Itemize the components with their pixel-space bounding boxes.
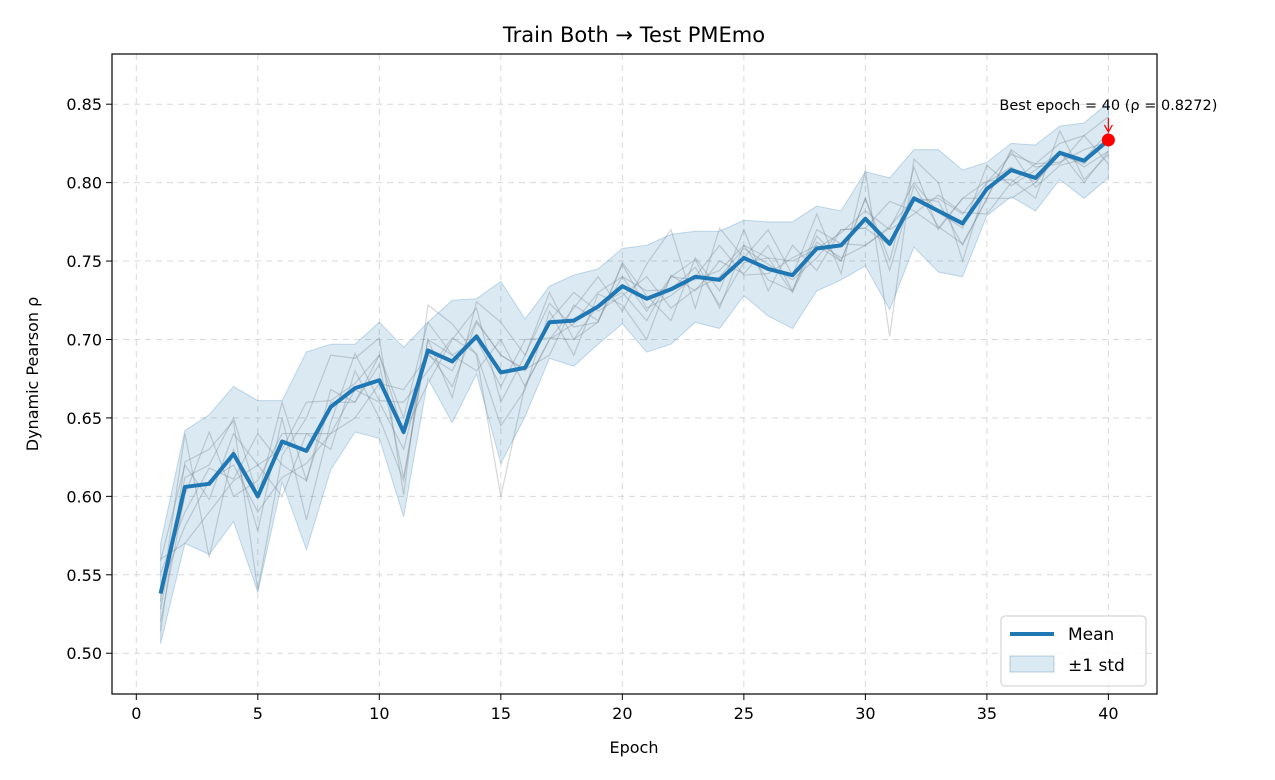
x-tick-label: 30 <box>855 704 875 723</box>
std-band <box>160 101 1109 644</box>
best-epoch-annotation: Best epoch = 40 (ρ = 0.8272) <box>999 98 1217 114</box>
y-tick-label: 0.80 <box>66 174 102 193</box>
x-tick-label: 5 <box>253 704 263 723</box>
x-tick-label: 35 <box>977 704 997 723</box>
legend-std-label: ±1 std <box>1068 656 1125 676</box>
run-line <box>160 150 1109 561</box>
run-line <box>160 116 1109 632</box>
y-axis-ticks: 0.50 0.55 0.60 0.65 0.70 0.75 0.80 0.85 <box>66 95 112 663</box>
x-tick-label: 25 <box>734 704 754 723</box>
y-axis-label: Dynamic Pearson ρ <box>23 297 42 451</box>
mean-line <box>158 138 1110 595</box>
std-band-area <box>160 101 1109 644</box>
x-tick-label: 20 <box>612 704 632 723</box>
y-tick-label: 0.65 <box>66 409 102 428</box>
legend-mean-label: Mean <box>1068 625 1114 645</box>
run-line <box>160 132 1109 602</box>
y-tick-label: 0.60 <box>66 487 102 506</box>
y-tick-label: 0.70 <box>66 330 102 349</box>
x-tick-label: 40 <box>1098 704 1118 723</box>
y-tick-label: 0.75 <box>66 252 102 271</box>
best-epoch-marker <box>1101 133 1115 147</box>
x-axis-ticks: 0 5 10 15 20 25 30 35 40 <box>131 694 1119 723</box>
run-line <box>160 129 1109 574</box>
best-epoch-marker-group: Best epoch = 40 (ρ = 0.8272) <box>999 98 1217 147</box>
annotation-arrow-head <box>1103 124 1113 134</box>
x-axis-label: Epoch <box>610 738 659 757</box>
mean-series <box>158 138 1110 595</box>
x-tick-label: 0 <box>131 704 141 723</box>
y-tick-label: 0.50 <box>66 644 102 663</box>
x-tick-label: 10 <box>369 704 389 723</box>
plot-frame <box>111 53 1158 695</box>
chart-title: Train Both → Test PMEmo <box>502 23 765 47</box>
run-line <box>160 134 1109 610</box>
y-tick-label: 0.85 <box>66 95 102 114</box>
y-tick-label: 0.55 <box>66 566 102 585</box>
run-line <box>160 141 1109 622</box>
legend-std-swatch <box>1009 655 1055 673</box>
legend: Mean ±1 std <box>1000 615 1147 687</box>
run-line <box>160 135 1109 588</box>
x-tick-label: 15 <box>491 704 511 723</box>
